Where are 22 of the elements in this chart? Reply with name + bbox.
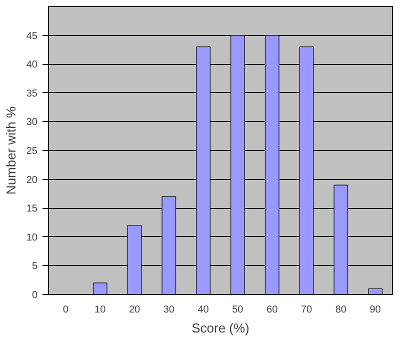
- y-tick-label: 35: [26, 88, 38, 100]
- x-tick-label: 80: [335, 304, 347, 316]
- x-tick-label: 40: [198, 304, 210, 316]
- y-tick-label: 25: [26, 146, 38, 157]
- x-axis-title: Score (%): [192, 320, 250, 336]
- x-tick-label: 60: [266, 304, 278, 316]
- y-axis-title: Number with %: [3, 106, 18, 195]
- y-tick-label: 30: [26, 117, 38, 128]
- x-tick-label: 50: [232, 304, 244, 316]
- x-tick-label: 90: [370, 304, 382, 316]
- y-tick-label: 0: [32, 290, 38, 301]
- x-tick-label: 20: [128, 304, 140, 316]
- y-tick-label: 10: [26, 232, 38, 244]
- y-tick-label: 5: [32, 261, 38, 272]
- x-tick-label: 70: [300, 304, 312, 316]
- y-tick-label: 20: [26, 174, 38, 186]
- x-tick-label: 30: [163, 304, 175, 316]
- x-tick-label: 0: [62, 304, 69, 316]
- y-tick-label: 45: [26, 30, 38, 42]
- y-tick-label: 40: [26, 60, 38, 71]
- x-tick-label: 10: [94, 304, 106, 316]
- y-tick-label: 15: [26, 204, 38, 215]
